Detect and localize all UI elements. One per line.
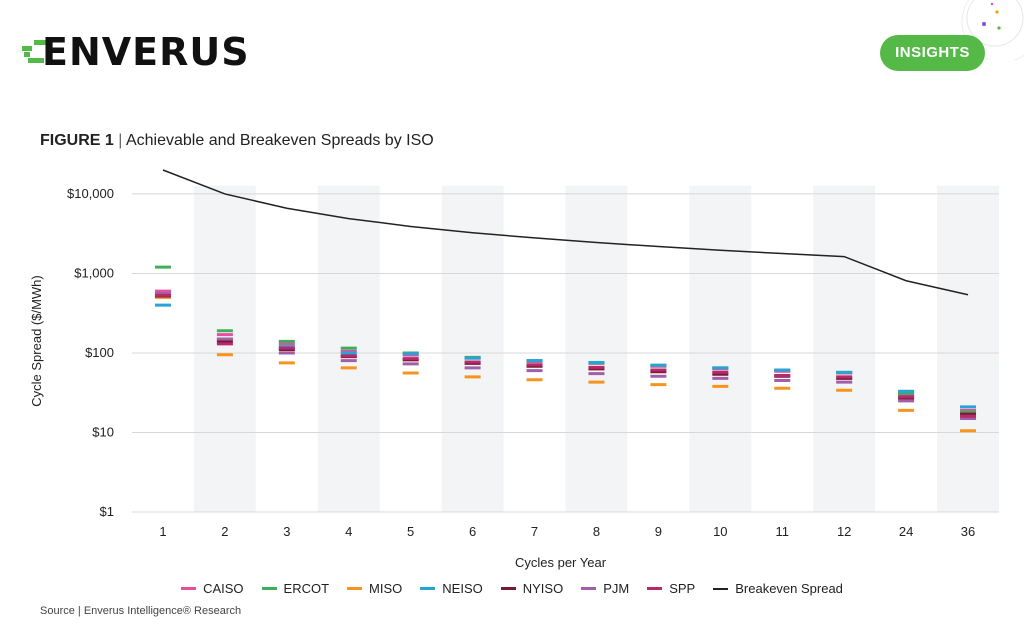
x-tick-label: 7 [531, 524, 538, 539]
figure-title: FIGURE 1 | Achievable and Breakeven Spre… [40, 132, 434, 150]
x-tick-label: 1 [159, 524, 166, 539]
x-tick-label: 9 [655, 524, 662, 539]
series-line-breakeven-spread [162, 169, 969, 296]
legend-swatch [647, 587, 663, 590]
x-axis-label: Cycles per Year [515, 555, 607, 570]
legend-label: SPP [669, 581, 696, 596]
x-tick-label: 2 [221, 524, 228, 539]
x-tick-label: 8 [593, 524, 600, 539]
legend-label: CAISO [203, 581, 244, 596]
legend-swatch [420, 587, 436, 590]
legend-item-breakeven-spread: Breakeven Spread [713, 581, 843, 596]
band-2 [193, 185, 256, 512]
legend-label: NEISO [442, 581, 483, 596]
legend-item-caiso: CAISO [181, 581, 244, 596]
x-tick-label: 10 [713, 524, 727, 539]
chart-legend: CAISO ERCOT MISO NEISO NYISO PJM SPP Breakeven … [0, 581, 1024, 596]
band-6 [441, 185, 504, 512]
logo-wordmark: ENVERUS [42, 30, 250, 74]
legend-swatch [261, 587, 277, 590]
figure-label: FIGURE 1 [40, 132, 114, 149]
legend-item-nyiso: NYISO [500, 581, 564, 596]
legend-label: ERCOT [283, 581, 330, 596]
legend-swatch [713, 587, 729, 590]
y-tick-label: $10 [92, 424, 114, 439]
insights-badge[interactable]: INSIGHTS [880, 35, 985, 71]
x-tick-label: 36 [961, 524, 975, 539]
y-tick-label: $100 [85, 345, 114, 360]
x-tick-label: 5 [407, 524, 414, 539]
decorative-dots [950, 0, 1024, 65]
x-tick-label: 3 [283, 524, 290, 539]
x-tick-label: 11 [776, 524, 790, 539]
y-tick-label: $10,000 [67, 186, 114, 201]
x-tick-label: 12 [837, 524, 851, 539]
legend-item-ercot: ERCOT [261, 581, 330, 596]
source-note: Source | Enverus Intelligence® Research [40, 605, 242, 617]
band-12 [813, 185, 876, 512]
legend-swatch [581, 587, 597, 590]
x-tick-label: 6 [469, 524, 476, 539]
y-tick-label: $1 [100, 504, 114, 519]
figure-title-text: Achievable and Breakeven Spreads by ISO [125, 132, 434, 149]
legend-label: Breakeven Spread [735, 581, 843, 596]
band-10 [689, 185, 752, 512]
y-tick-label: $1,000 [74, 265, 114, 280]
legend-label: NYISO [522, 581, 564, 596]
x-tick-label: 24 [899, 524, 913, 539]
y-axis-label: Cycle Spread ($/MWh) [29, 275, 44, 406]
legend-label: MISO [369, 581, 403, 596]
legend-item-pjm: PJM [581, 581, 629, 596]
legend-swatch [500, 587, 516, 590]
legend-item-spp: SPP [647, 581, 695, 596]
legend-swatch [181, 587, 197, 590]
legend-item-miso: MISO [347, 581, 402, 596]
figure-separator: | [118, 132, 123, 149]
band-8 [565, 185, 628, 512]
enverus-logo [22, 34, 52, 74]
legend-item-neiso: NEISO [420, 581, 483, 596]
x-tick-label: 4 [345, 524, 352, 539]
legend-label: PJM [603, 581, 630, 596]
legend-swatch [347, 587, 363, 590]
band-36 [937, 185, 999, 512]
